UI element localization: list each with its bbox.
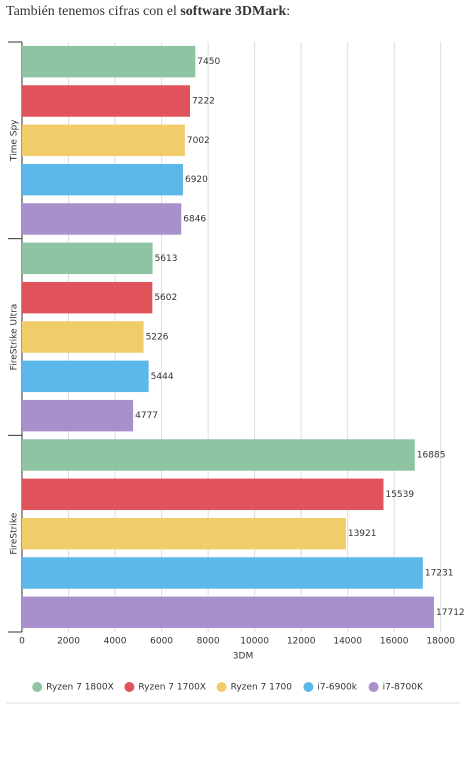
bar [22, 281, 153, 314]
category-label: FireStrike [10, 512, 20, 554]
value-label: 17231 [425, 569, 454, 579]
value-label: 6846 [183, 215, 206, 225]
legend-swatch [124, 682, 135, 692]
legend-label: i7-6900k [317, 683, 357, 693]
x-tick-label: 4000 [104, 637, 127, 647]
value-label: 5602 [154, 293, 177, 303]
value-label: 4777 [135, 411, 158, 421]
bar [22, 321, 144, 353]
category-label: FireStrike Ultra [10, 304, 20, 371]
bar [22, 557, 423, 589]
x-axis-label: 3DM [233, 652, 253, 662]
x-tick-label: 6000 [150, 637, 173, 647]
value-label: 5613 [155, 254, 178, 264]
legend-swatch [303, 682, 314, 692]
bar [22, 517, 346, 550]
legend-label: Ryzen 7 1700X [138, 683, 206, 693]
x-tick-label: 16000 [380, 637, 409, 647]
x-tick-label: 2000 [57, 637, 80, 647]
bar [22, 360, 149, 393]
value-label: 13921 [348, 529, 377, 539]
legend-label: Ryzen 7 1800X [46, 683, 114, 693]
value-label: 17712 [436, 608, 465, 618]
chart: 0 2000 4000 6000 8000 10000 12000 14000 16000 180… [6, 41, 465, 704]
legend-label: Ryzen 7 1700 [231, 683, 293, 693]
x-tick-label: 10000 [240, 637, 269, 647]
value-label: 15539 [385, 490, 414, 500]
value-label: 7450 [197, 57, 220, 67]
bar [22, 45, 196, 78]
bar [22, 163, 183, 196]
legend-swatch [216, 682, 227, 692]
intro-end: : [286, 4, 291, 19]
x-tick-label: 12000 [287, 637, 316, 647]
bar [22, 242, 153, 275]
value-label: 5226 [146, 333, 169, 343]
value-label: 5444 [151, 372, 174, 382]
x-tick-label: 0 [19, 637, 25, 647]
bar [22, 478, 384, 511]
category-label: Time Spy [10, 119, 20, 162]
intro-bold: software 3DMark [180, 4, 287, 19]
value-label: 7002 [187, 136, 210, 146]
legend-label: i7-8700K [383, 683, 424, 693]
x-tick-label: 8000 [197, 637, 220, 647]
intro-text: También tenemos cifras con el [6, 4, 177, 19]
value-label: 6920 [185, 175, 208, 185]
value-label: 16885 [417, 451, 446, 461]
intro: También tenemos cifras con el software 3… [6, 4, 290, 20]
x-tick-label: 18000 [426, 637, 455, 647]
bar [22, 124, 185, 157]
bar [22, 596, 435, 629]
x-tick-label: 14000 [333, 637, 362, 647]
bar [22, 399, 134, 432]
bar [22, 203, 182, 235]
legend-swatch [32, 682, 43, 692]
legend-swatch [368, 682, 379, 692]
value-label: 7222 [192, 97, 215, 107]
bar [22, 85, 191, 117]
bar [22, 439, 415, 471]
